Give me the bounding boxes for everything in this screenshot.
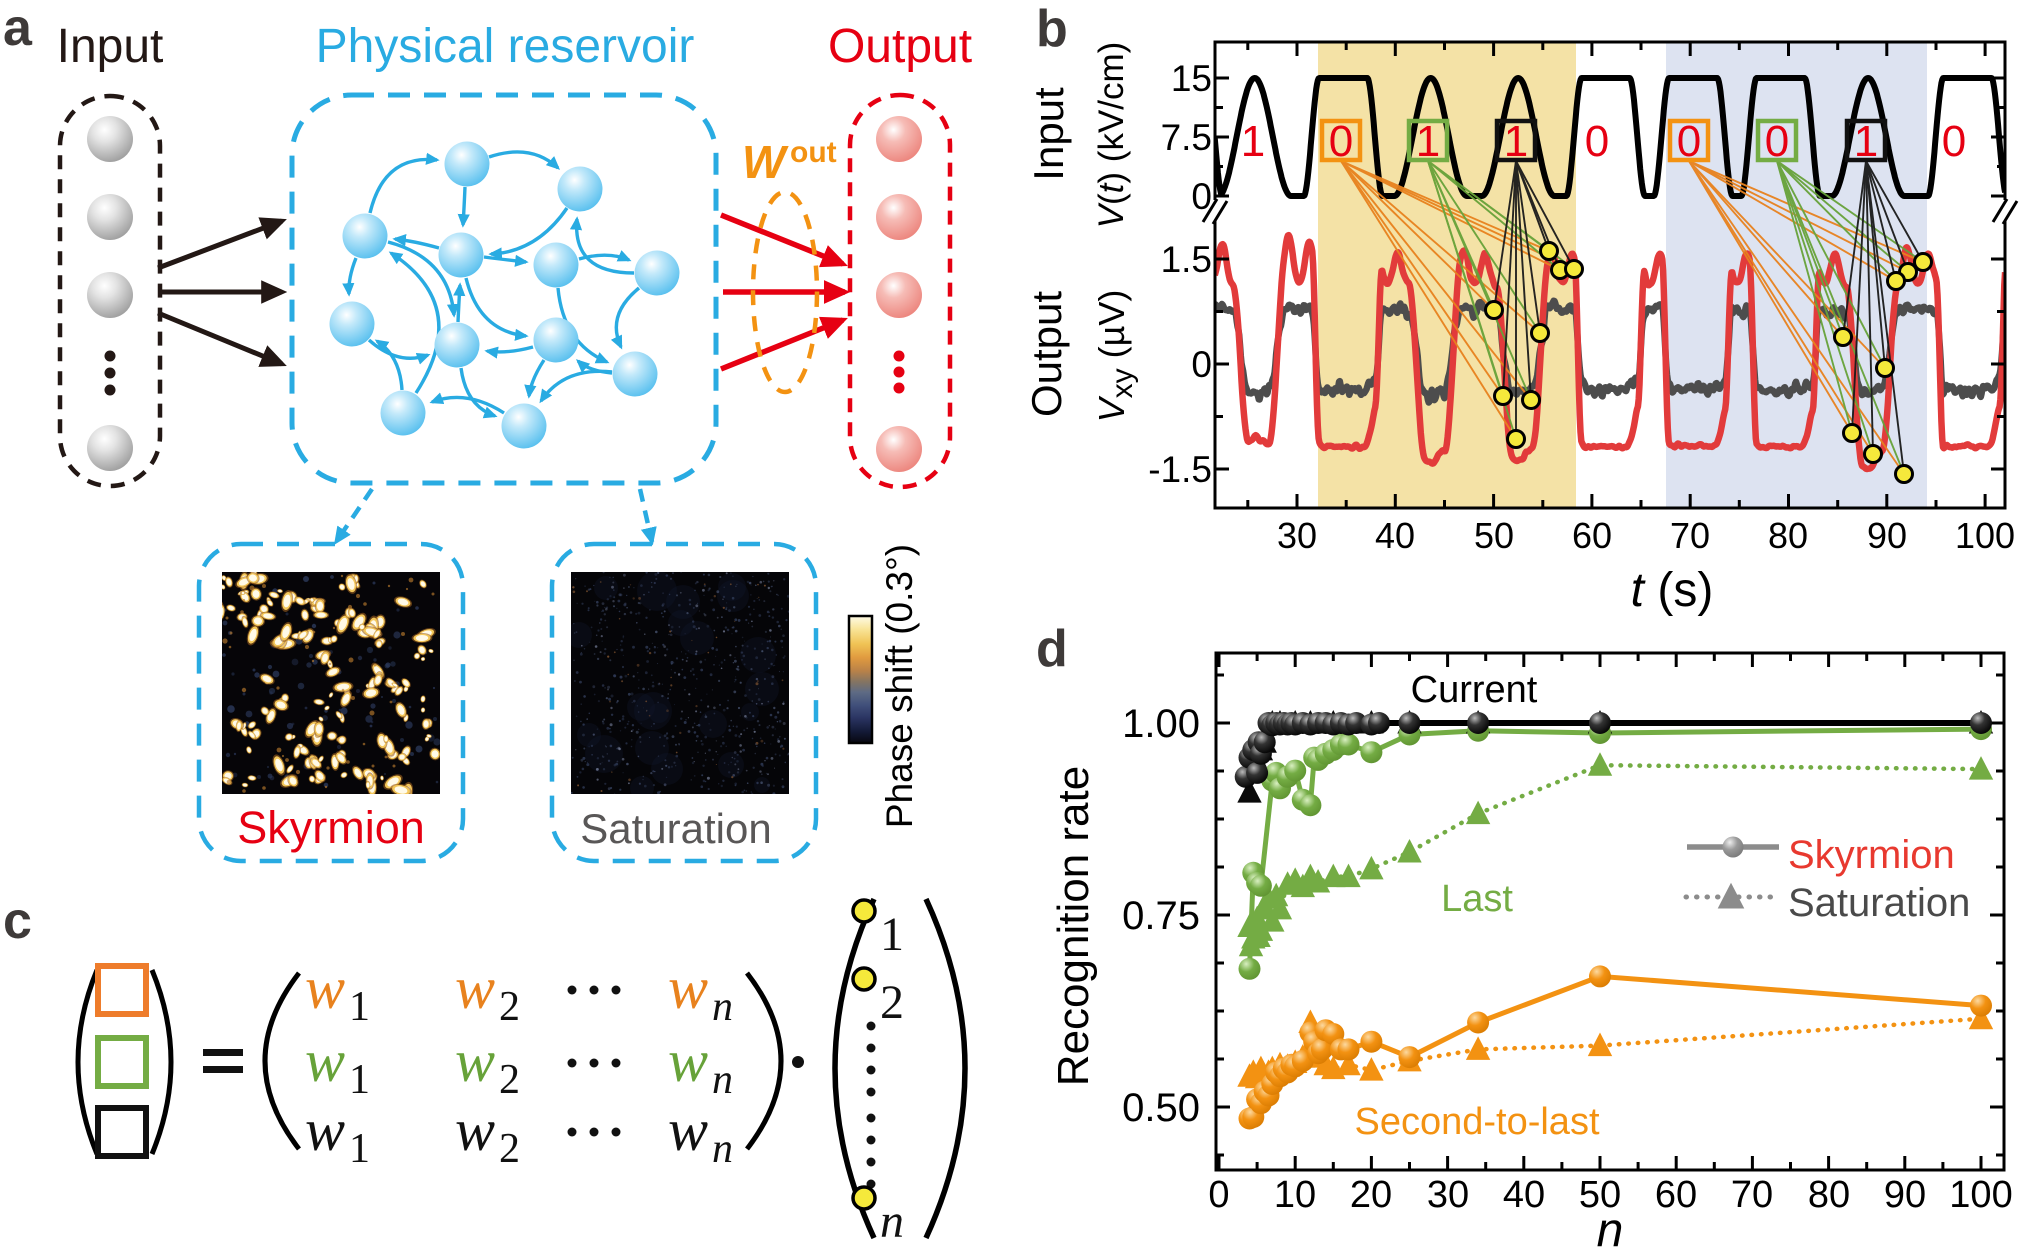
- svg-text:Second-to-last: Second-to-last: [1354, 1101, 1599, 1143]
- svg-text:Input: Input: [1025, 87, 1072, 181]
- svg-text:1.5: 1.5: [1161, 239, 1212, 280]
- svg-text:2: 2: [499, 1126, 520, 1172]
- svg-text:d: d: [1036, 620, 1068, 678]
- svg-text:50: 50: [1579, 1174, 1621, 1216]
- svg-text:t (s): t (s): [1631, 564, 1714, 617]
- svg-text:n: n: [1597, 1204, 1624, 1248]
- svg-text:Vxy (µV): Vxy (µV): [1091, 290, 1139, 423]
- svg-text:w: w: [668, 1028, 708, 1094]
- svg-text:Physical reservoir: Physical reservoir: [316, 20, 695, 73]
- svg-text:7.5: 7.5: [1161, 117, 1212, 158]
- svg-text:Skyrmion: Skyrmion: [1788, 833, 1955, 877]
- svg-text:Recognition rate: Recognition rate: [1049, 766, 1098, 1086]
- svg-text:1: 1: [880, 908, 904, 961]
- svg-text:10: 10: [1274, 1174, 1316, 1216]
- svg-text:1.00: 1.00: [1122, 702, 1200, 746]
- svg-text:n: n: [712, 1057, 733, 1103]
- svg-text:Current: Current: [1411, 669, 1538, 711]
- svg-text:W: W: [742, 136, 789, 188]
- svg-text:1: 1: [1504, 117, 1528, 166]
- svg-text:40: 40: [1503, 1174, 1545, 1216]
- svg-text:b: b: [1036, 0, 1068, 58]
- svg-text:40: 40: [1375, 515, 1415, 556]
- svg-text:0: 0: [1329, 117, 1353, 166]
- svg-text:w: w: [455, 1097, 495, 1163]
- svg-text:1: 1: [349, 1126, 370, 1172]
- svg-text:out: out: [790, 136, 837, 169]
- svg-text:1: 1: [1854, 117, 1878, 166]
- svg-text:w: w: [305, 955, 345, 1021]
- svg-text:2: 2: [499, 984, 520, 1030]
- svg-text:Skyrmion: Skyrmion: [237, 802, 425, 853]
- svg-text:0: 0: [1677, 117, 1701, 166]
- svg-text:Saturation: Saturation: [1788, 881, 1970, 925]
- svg-text:w: w: [668, 955, 708, 1021]
- svg-text:V(t) (kV/cm): V(t) (kV/cm): [1092, 42, 1131, 229]
- svg-text:30: 30: [1277, 515, 1317, 556]
- svg-text:Phase shift (0.3°): Phase shift (0.3°): [879, 544, 920, 828]
- svg-text:1: 1: [1241, 117, 1265, 166]
- svg-text:50: 50: [1474, 515, 1514, 556]
- svg-text:0.75: 0.75: [1122, 894, 1200, 938]
- svg-text:1: 1: [349, 1057, 370, 1103]
- svg-text:Last: Last: [1441, 878, 1513, 920]
- svg-text:60: 60: [1572, 515, 1612, 556]
- svg-text:0: 0: [1585, 117, 1609, 166]
- svg-text:0: 0: [1191, 344, 1212, 385]
- svg-text:1: 1: [349, 984, 370, 1030]
- svg-text:70: 70: [1731, 1174, 1773, 1216]
- svg-text:1: 1: [1416, 117, 1440, 166]
- svg-text:80: 80: [1808, 1174, 1850, 1216]
- svg-text:w: w: [455, 1028, 495, 1094]
- svg-text:0: 0: [1208, 1174, 1229, 1216]
- svg-text:90: 90: [1884, 1174, 1926, 1216]
- svg-text:90: 90: [1867, 515, 1907, 556]
- svg-text:n: n: [880, 1195, 904, 1248]
- svg-text:2: 2: [499, 1057, 520, 1103]
- svg-text:0: 0: [1765, 117, 1789, 166]
- svg-text:w: w: [455, 955, 495, 1021]
- svg-text:Saturation: Saturation: [580, 805, 771, 852]
- svg-text:n: n: [712, 984, 733, 1030]
- svg-text:100: 100: [1949, 1174, 2012, 1216]
- svg-text:Output: Output: [828, 20, 972, 73]
- svg-text:n: n: [712, 1126, 733, 1172]
- svg-text:60: 60: [1655, 1174, 1697, 1216]
- svg-text:c: c: [3, 892, 32, 950]
- svg-text:2: 2: [880, 976, 904, 1029]
- svg-text:30: 30: [1427, 1174, 1469, 1216]
- svg-text:w: w: [668, 1097, 708, 1163]
- svg-text:w: w: [305, 1097, 345, 1163]
- svg-text:100: 100: [1955, 515, 2015, 556]
- svg-text:15: 15: [1171, 58, 1212, 99]
- svg-text:w: w: [305, 1028, 345, 1094]
- svg-text:0.50: 0.50: [1122, 1086, 1200, 1130]
- svg-text:0: 0: [1191, 176, 1212, 217]
- svg-text:Input: Input: [57, 20, 164, 73]
- svg-text:Output: Output: [1023, 291, 1070, 417]
- svg-text:20: 20: [1350, 1174, 1392, 1216]
- svg-text:0: 0: [1942, 117, 1966, 166]
- svg-text:80: 80: [1768, 515, 1808, 556]
- svg-text:-1.5: -1.5: [1148, 449, 1212, 490]
- svg-text:a: a: [3, 0, 33, 57]
- svg-text:70: 70: [1670, 515, 1710, 556]
